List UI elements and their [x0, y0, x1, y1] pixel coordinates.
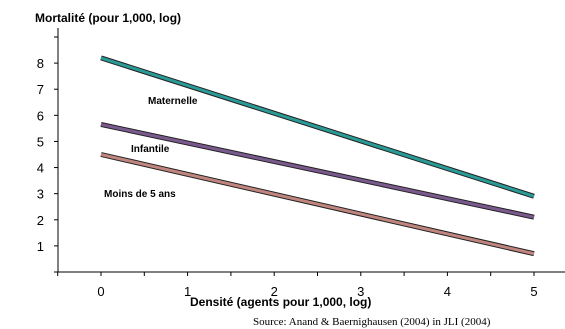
series-label-1: Maternelle	[148, 96, 198, 107]
series-lines	[100, 55, 535, 257]
source-note: Source: Anand & Baernighausen (2004) in …	[253, 316, 491, 328]
x-tick-label: 0	[97, 284, 104, 299]
x-axis-ticks: 0 1 2 3 4 5	[57, 272, 538, 299]
y-tick-label: 2	[37, 213, 44, 228]
series-line-3	[100, 153, 535, 256]
x-tick-label: 1	[184, 284, 191, 299]
y-tick-label: 4	[37, 161, 44, 176]
series-line-1	[100, 56, 535, 198]
x-tick-label: 2	[271, 284, 278, 299]
series-label-2: Infantile	[131, 144, 170, 155]
x-tick-label: 5	[530, 284, 537, 299]
y-tick-label: 1	[37, 239, 44, 254]
y-tick-label: 6	[37, 108, 44, 123]
y-tick-label: 3	[37, 187, 44, 202]
plot-frame	[57, 28, 565, 273]
y-tick-label: 5	[37, 134, 44, 149]
series-label-3: Moins de 5 ans	[104, 189, 176, 200]
y-axis-ticks: 1 2 3 4 5 6 7 8	[37, 36, 58, 273]
series-line-2	[100, 123, 535, 219]
y-tick-label: 7	[37, 82, 44, 97]
x-tick-label: 3	[357, 284, 364, 299]
y-tick-label: 8	[37, 56, 44, 71]
y-axis-title: Mortalité (pour 1,000, log)	[35, 11, 181, 25]
series-labels: Maternelle Infantile Moins de 5 ans	[104, 96, 198, 200]
x-tick-label: 4	[444, 284, 451, 299]
x-axis-title: Densité (agents pour 1,000, log)	[190, 295, 371, 309]
